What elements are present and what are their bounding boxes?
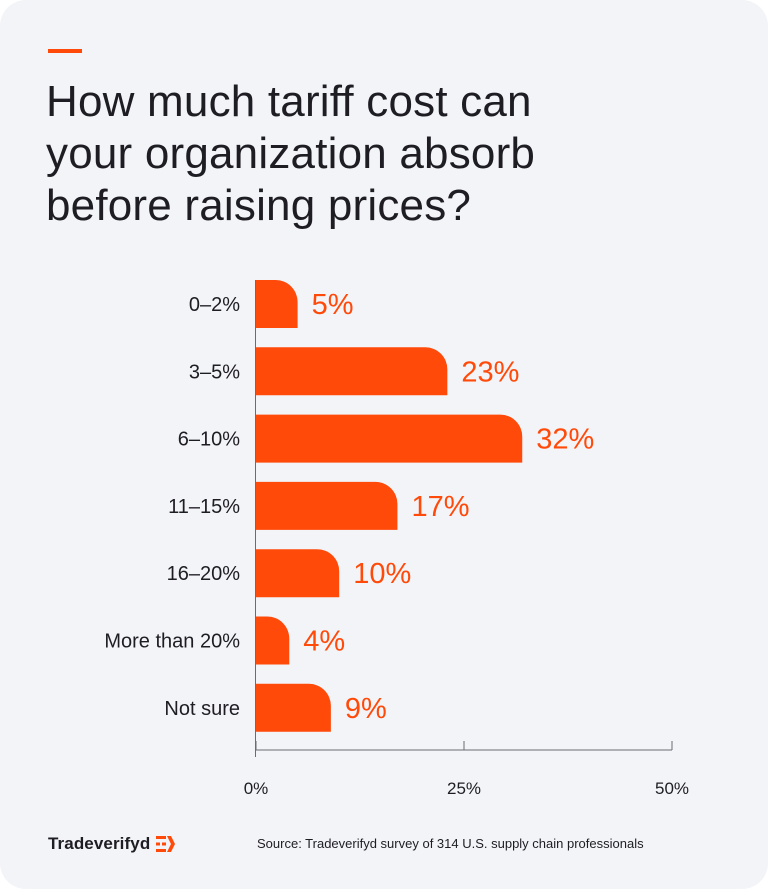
x-tick-label: 0% (244, 779, 269, 798)
category-label: 0–2% (189, 294, 240, 316)
category-label: 3–5% (189, 361, 240, 383)
value-label: 4% (303, 626, 345, 658)
bar (256, 683, 331, 732)
value-label: 10% (353, 558, 411, 590)
bar (256, 549, 340, 598)
category-label: More than 20% (104, 631, 240, 653)
title-line-3: before raising prices? (46, 181, 472, 230)
tradeverifyd-logo-icon (156, 836, 176, 852)
x-tick-label: 25% (447, 779, 481, 798)
title-line-2: your organization absorb (46, 129, 536, 178)
bar (256, 414, 523, 463)
value-label: 17% (411, 491, 469, 523)
bar (256, 616, 290, 665)
value-label: 32% (536, 424, 594, 456)
category-label: 11–15% (168, 496, 240, 518)
x-tick-label: 50% (655, 779, 689, 798)
category-label: 6–10% (178, 429, 240, 451)
bar (256, 481, 398, 530)
accent-dash (48, 49, 82, 53)
bar (256, 280, 298, 328)
source-note: Source: Tradeverifyd survey of 314 U.S. … (257, 836, 644, 851)
brand: Tradeverifyd (48, 834, 176, 854)
category-label: 16–20% (167, 563, 241, 585)
value-label: 5% (312, 289, 354, 321)
bar (256, 347, 448, 396)
brand-name: Tradeverifyd (48, 834, 151, 853)
chart-title: How much tariff cost can your organizati… (46, 76, 686, 232)
value-label: 23% (461, 356, 519, 388)
value-label: 9% (345, 693, 387, 725)
title-line-1: How much tariff cost can (46, 77, 532, 126)
category-label: Not sure (164, 698, 240, 720)
